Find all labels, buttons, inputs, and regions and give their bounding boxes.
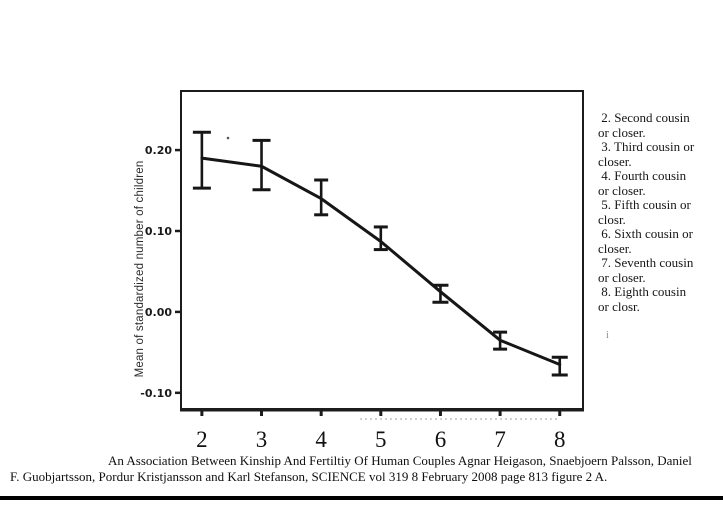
- x-tick-label: 5: [375, 427, 387, 452]
- x-tick-label: 3: [256, 427, 268, 452]
- kinship-legend: 2. Second cousin or closer. 3. Third cou…: [598, 110, 722, 314]
- data-line: [200, 156, 562, 366]
- caption-line: An Association Between Kinship And Ferti…: [108, 453, 692, 468]
- legend-item: 8. Eighth cousin or closr.: [598, 284, 687, 314]
- legend-item: 7. Seventh cousin or closer.: [598, 255, 694, 285]
- legend-item: 5. Fifth cousin or closr.: [598, 197, 691, 227]
- x-tick-label: 6: [435, 427, 447, 452]
- legend-item: 4. Fourth cousin or closer.: [598, 168, 687, 198]
- legend-item: 2. Second cousin or closer.: [598, 110, 690, 140]
- y-tick-label: 0.00: [145, 306, 172, 319]
- y-tick-label: 0.20: [145, 144, 172, 157]
- legend-item: 3. Third cousin or closer.: [598, 139, 695, 169]
- y-tick-label: 0.10: [145, 225, 172, 238]
- x-tick-label: 4: [315, 427, 327, 452]
- x-tick-label: 8: [554, 427, 566, 452]
- x-tick-label: 2: [196, 427, 208, 452]
- citation-caption: An Association Between Kinship And Ferti…: [4, 453, 723, 484]
- scan-dot: [226, 136, 230, 140]
- y-tick-label: -0.10: [140, 387, 172, 400]
- legend-item: 6. Sixth cousin or closer.: [598, 226, 693, 256]
- bottom-rule: [0, 496, 723, 500]
- caption-line: F. Guobjartsson, Pordur Kristjansson and…: [10, 468, 608, 484]
- x-tick-label: 7: [494, 427, 506, 452]
- scan-artifact: i: [606, 330, 609, 341]
- kinship-fertility-line-chart: 0.20 0.10 0.00 -0.10 2 3 4 5 6 7 8: [140, 90, 584, 452]
